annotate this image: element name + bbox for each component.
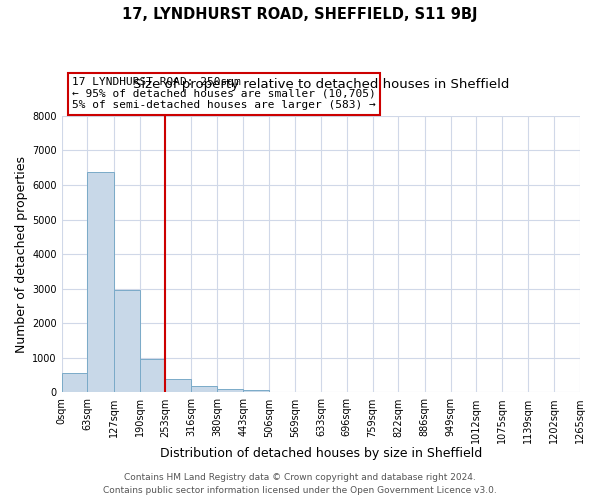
Bar (191, 386, 217, 392)
Y-axis label: Number of detached properties: Number of detached properties (15, 156, 28, 352)
X-axis label: Distribution of detached houses by size in Sheffield: Distribution of detached houses by size … (160, 447, 482, 460)
Text: 17, LYNDHURST ROAD, SHEFFIELD, S11 9BJ: 17, LYNDHURST ROAD, SHEFFIELD, S11 9BJ (122, 8, 478, 22)
Text: Contains HM Land Registry data © Crown copyright and database right 2024.
Contai: Contains HM Land Registry data © Crown c… (103, 474, 497, 495)
Bar (88, 172, 113, 392)
Bar (140, 359, 166, 392)
Text: 17 LYNDHURST ROAD: 250sqm
← 95% of detached houses are smaller (10,705)
5% of se: 17 LYNDHURST ROAD: 250sqm ← 95% of detac… (72, 77, 376, 110)
Bar (113, 290, 140, 392)
Bar (243, 390, 269, 392)
Bar (217, 389, 243, 392)
Bar (62, 374, 88, 392)
Title: Size of property relative to detached houses in Sheffield: Size of property relative to detached ho… (133, 78, 509, 91)
Bar (166, 380, 191, 392)
